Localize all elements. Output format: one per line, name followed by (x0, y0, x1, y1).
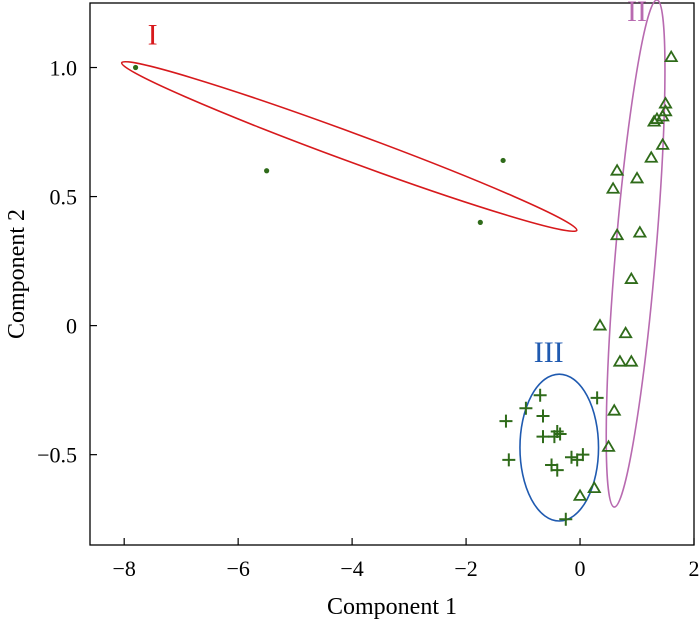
point-group-II (629, 171, 645, 184)
cluster-ellipse-2 (605, 0, 666, 508)
point-group-II (572, 488, 588, 501)
point-group-II (655, 109, 670, 122)
x-tick-label: −2 (454, 556, 477, 581)
x-tick-label: −4 (340, 556, 363, 581)
cluster-label-1: I (148, 18, 158, 51)
cluster-ellipses (120, 0, 666, 522)
point-group-II (646, 114, 662, 127)
data-markers (132, 49, 679, 526)
point-group-III (576, 448, 590, 462)
point-group-II (609, 163, 625, 176)
point-group-III (502, 453, 516, 467)
point-group-II (618, 325, 633, 339)
cluster-label-2: II (627, 0, 647, 28)
point-group-II (587, 480, 602, 494)
point-group-II (658, 96, 673, 109)
point-group-II (649, 111, 665, 124)
point-group-II (601, 439, 616, 452)
point-group-I (477, 219, 483, 225)
point-group-III (550, 463, 564, 477)
point-group-II (592, 318, 608, 331)
y-tick-label: −0.5 (37, 443, 77, 468)
x-tick-label: 2 (689, 556, 700, 581)
point-group-I (132, 64, 139, 71)
point-group-II (664, 49, 679, 63)
y-tick-label: 1.0 (50, 56, 78, 81)
plot-frame (89, 2, 695, 546)
y-tick-label: 0.5 (50, 185, 78, 210)
point-group-II (632, 225, 648, 238)
point-group-II (624, 354, 639, 367)
x-axis-label: Component 1 (327, 594, 457, 620)
cluster-ellipse-1 (120, 60, 578, 233)
x-tick-label: 0 (575, 556, 586, 581)
y-axis-label: Component 2 (4, 209, 30, 339)
axis-ticks: −8 −6 −4 −2 0 2 −0.5 0 0.5 1.0 (37, 56, 699, 581)
point-group-III (519, 401, 533, 415)
cluster-label-3: III (534, 336, 564, 369)
point-group-III (533, 388, 547, 402)
point-group-II (644, 150, 659, 163)
cluster-ellipse-3 (519, 373, 600, 522)
point-group-I (264, 168, 270, 174)
plot-area (89, 2, 695, 546)
y-tick-label: 0 (66, 314, 77, 339)
point-group-III (536, 409, 550, 423)
point-group-III (559, 512, 573, 526)
x-tick-label: −8 (112, 556, 135, 581)
point-group-II (655, 137, 670, 150)
point-group-III (536, 430, 550, 444)
point-group-I (500, 157, 506, 164)
point-group-II (605, 181, 621, 194)
point-group-II (624, 271, 639, 284)
point-group-II (607, 403, 622, 416)
x-tick-label: −6 (226, 556, 249, 581)
point-group-II (609, 227, 625, 241)
point-group-III (553, 427, 567, 441)
point-group-III (499, 414, 513, 428)
point-group-II (612, 354, 628, 367)
point-group-III (564, 450, 578, 464)
point-group-III (550, 424, 564, 438)
point-group-III (590, 391, 604, 405)
